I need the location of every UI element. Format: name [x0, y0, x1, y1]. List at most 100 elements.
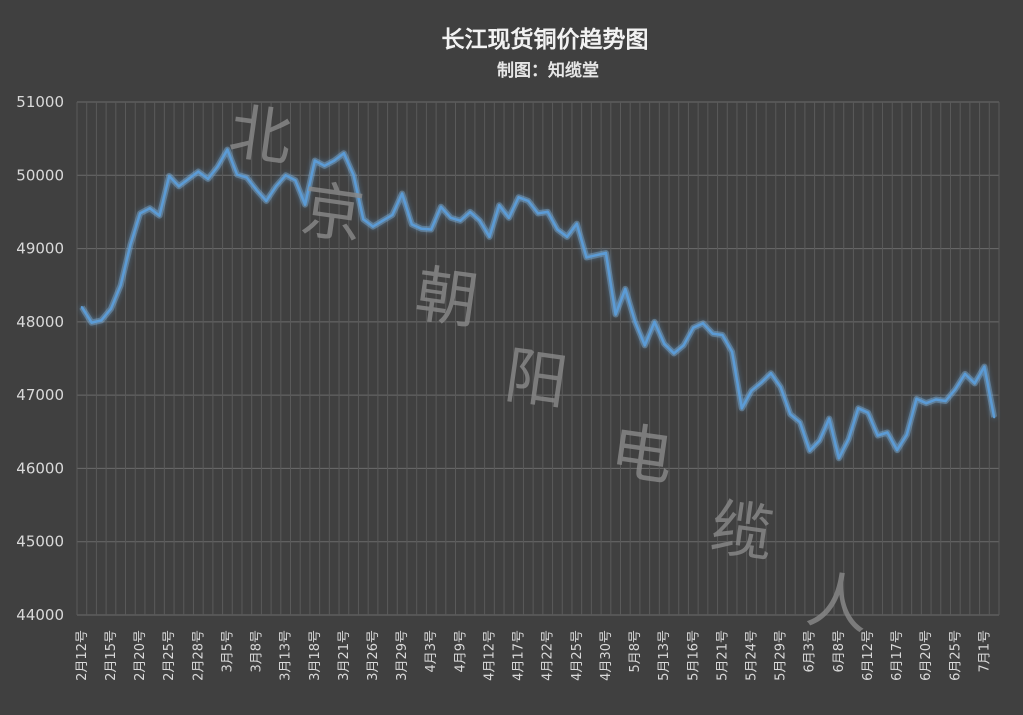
data-point — [633, 320, 637, 324]
watermark-char: 缆 — [706, 490, 778, 571]
data-point — [954, 388, 957, 391]
watermark-text: 北京朝阳电缆人 — [171, 95, 927, 644]
data-point — [381, 219, 384, 222]
data-point — [546, 210, 549, 214]
data-point — [80, 306, 84, 309]
data-point — [90, 321, 93, 324]
data-point — [148, 207, 151, 210]
data-point — [769, 371, 773, 375]
data-point — [779, 385, 782, 389]
x-tick-label: 3月5号 — [220, 630, 235, 673]
data-point — [798, 421, 802, 424]
data-point — [818, 439, 821, 442]
data-point — [643, 344, 646, 347]
data-point — [303, 203, 307, 206]
x-tick-label: 4月17号 — [512, 630, 527, 681]
data-point — [614, 313, 617, 316]
x-tick-label: 4月12号 — [482, 630, 497, 681]
x-tick-label: 6月20号 — [919, 630, 934, 681]
data-point — [323, 164, 326, 167]
x-tick-label: 6月17号 — [890, 630, 905, 681]
data-point — [973, 382, 976, 385]
data-point — [420, 227, 423, 230]
x-tick-label: 2月28号 — [191, 630, 206, 681]
data-point — [187, 177, 190, 181]
data-point — [915, 397, 918, 401]
data-point — [876, 434, 879, 437]
data-point — [449, 216, 452, 219]
x-tick-label: 3月29号 — [395, 630, 410, 681]
x-tick-label: 4月25号 — [570, 630, 585, 681]
x-tick-label: 4月22号 — [541, 630, 556, 681]
y-tick-label: 48000 — [16, 313, 64, 331]
data-point — [488, 235, 491, 239]
watermark-char: 电 — [606, 414, 678, 495]
x-tick-label: 7月1号 — [977, 630, 992, 673]
data-point — [507, 216, 511, 219]
data-point — [294, 179, 297, 182]
data-point — [837, 456, 841, 460]
data-point — [721, 333, 724, 337]
data-point — [692, 326, 695, 329]
data-point — [197, 170, 200, 173]
data-point — [575, 222, 579, 225]
chart-subtitle: 制图：知缆堂 — [497, 60, 599, 81]
data-point — [255, 188, 258, 192]
data-point — [992, 415, 996, 419]
x-tick-label: 3月18号 — [308, 630, 323, 681]
data-point — [527, 199, 530, 203]
data-point — [925, 402, 928, 405]
data-point — [662, 342, 666, 346]
y-tick-label: 45000 — [16, 533, 64, 551]
x-tick-label: 6月12号 — [861, 630, 876, 681]
x-tick-label: 5月13号 — [657, 630, 672, 681]
data-point — [895, 448, 899, 452]
data-point — [245, 176, 249, 179]
x-tick-label: 2月15号 — [104, 630, 119, 681]
y-tick-label: 47000 — [16, 386, 64, 404]
grid — [76, 101, 1000, 616]
data-point — [905, 433, 908, 436]
data-point — [701, 322, 705, 325]
data-point — [857, 407, 860, 410]
data-point — [362, 218, 365, 221]
x-tick-label: 5月21号 — [715, 630, 730, 681]
x-tick-label: 6月8号 — [832, 630, 847, 673]
data-point — [235, 173, 239, 176]
data-point — [177, 185, 181, 188]
x-tick-label: 5月16号 — [686, 630, 701, 681]
data-point — [459, 219, 462, 222]
y-tick-label: 49000 — [16, 240, 64, 258]
data-point — [138, 212, 142, 215]
data-point — [497, 204, 501, 207]
watermark-char: 人 — [802, 562, 874, 643]
y-axis-ticks: 51000 50000 49000 48000 47000 46000 45000 44000 — [16, 93, 64, 624]
x-tick-label: 2月25号 — [162, 630, 177, 681]
data-point — [274, 185, 278, 188]
data-point — [517, 196, 520, 199]
x-tick-label: 4月3号 — [424, 630, 439, 673]
y-tick-label: 46000 — [16, 459, 64, 477]
x-tick-label: 3月26号 — [366, 630, 381, 681]
data-point — [624, 287, 627, 291]
data-point — [595, 253, 598, 257]
data-point — [827, 417, 831, 420]
data-point — [682, 344, 685, 347]
chart-title: 长江现货铜价趋势图 — [442, 26, 649, 53]
data-point — [866, 411, 870, 414]
data-point — [371, 225, 375, 228]
data-point — [109, 307, 113, 310]
data-point — [430, 228, 433, 231]
data-point — [129, 243, 132, 247]
data-point — [886, 431, 889, 434]
data-point — [565, 235, 569, 239]
data-point — [119, 284, 122, 287]
data-point — [847, 437, 850, 441]
y-tick-label: 50000 — [16, 166, 64, 184]
x-tick-label: 3月13号 — [279, 630, 294, 681]
data-point — [944, 399, 947, 403]
series-layer — [79, 146, 998, 462]
data-point — [760, 381, 763, 384]
